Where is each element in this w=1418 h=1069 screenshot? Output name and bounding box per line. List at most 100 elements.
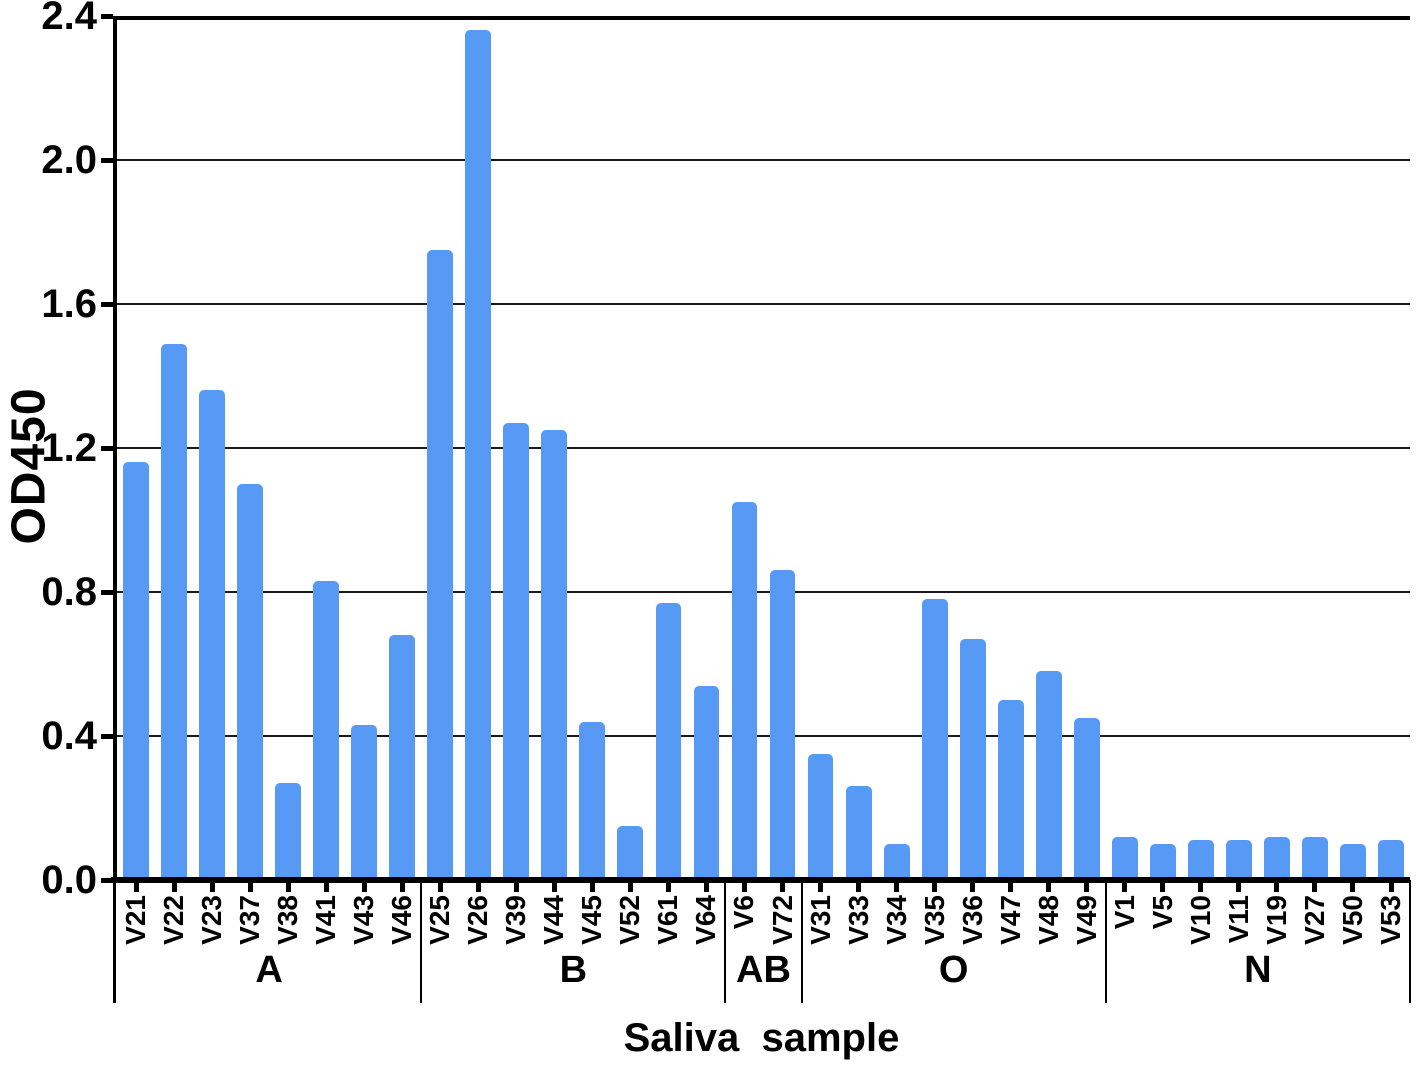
bar-cell	[802, 16, 840, 880]
x-tick-label: V19	[1260, 895, 1292, 945]
group-separator	[1104, 880, 1107, 1003]
x-tick-mark	[627, 883, 633, 892]
x-tick-label: V37	[234, 895, 266, 945]
label-cell: V52	[611, 883, 649, 1008]
bar-V35	[921, 599, 948, 880]
bar-cell	[269, 16, 307, 880]
bar-cell	[459, 16, 497, 880]
bar-cell	[1258, 16, 1296, 880]
label-cell: V10	[1182, 883, 1220, 1008]
x-tick-label: V49	[1070, 895, 1102, 945]
x-tick-mark	[1236, 883, 1242, 892]
x-tick-mark	[399, 883, 405, 892]
y-tick-mark	[101, 445, 113, 451]
label-cell: V50	[1334, 883, 1372, 1008]
x-tick-label: V11	[1222, 895, 1254, 944]
bar-V5	[1149, 844, 1176, 880]
label-cell: V19	[1258, 883, 1296, 1008]
bar-group-AB	[725, 16, 801, 880]
y-tick-mark	[101, 877, 113, 883]
bar-cell	[764, 16, 802, 880]
x-tick-label: V36	[956, 895, 988, 945]
bar-V46	[389, 635, 416, 880]
bar-cell	[1372, 16, 1410, 880]
bars-layer	[117, 16, 1410, 880]
x-tick-mark	[1122, 883, 1128, 892]
x-tick-label: V48	[1032, 895, 1064, 945]
label-cell: V39	[497, 883, 535, 1008]
bar-cell	[307, 16, 345, 880]
label-cell: V48	[1030, 883, 1068, 1008]
group-separator	[420, 880, 423, 1003]
bar-V48	[1035, 671, 1062, 880]
group-label-B: B	[559, 949, 588, 991]
bar-V53	[1378, 840, 1404, 880]
label-group-A: V21 V22 V23 V37 V38 V41 V43 V46 A	[113, 880, 423, 1008]
bar-V19	[1263, 836, 1290, 880]
x-tick-mark	[1274, 883, 1280, 892]
bar-V21	[123, 462, 149, 880]
bar-V72	[769, 570, 796, 880]
x-tick-mark	[856, 883, 862, 892]
bar-V33	[845, 786, 872, 880]
x-tick-mark	[780, 883, 786, 892]
gridline	[113, 591, 1410, 593]
x-tick-mark	[1388, 883, 1394, 892]
bar-cell	[1106, 16, 1144, 880]
bar-cell	[345, 16, 383, 880]
x-tick-mark	[285, 883, 291, 892]
x-axis-title: Saliva sample	[623, 1016, 900, 1060]
plot-area	[111, 16, 1410, 883]
bar-cell	[231, 16, 269, 880]
label-cell: V53	[1372, 883, 1410, 1008]
gridline	[113, 303, 1410, 305]
x-tick-mark	[703, 883, 709, 892]
label-cell: V35	[916, 883, 954, 1008]
group-separator	[1409, 880, 1411, 1003]
label-cell: V21	[117, 883, 155, 1008]
y-tick-mark	[101, 589, 113, 595]
y-tick-label: 1.6	[41, 282, 97, 326]
x-tick-mark	[247, 883, 253, 892]
x-tick-label: V25	[424, 895, 456, 945]
x-tick-label: V43	[348, 895, 380, 945]
x-axis-labels: V21 V22 V23 V37 V38 V41 V43 V46 A V25 V26 V39 V44 V45…	[113, 880, 1411, 1008]
label-cell: V5	[1144, 883, 1182, 1008]
x-tick-label: V41	[310, 895, 342, 945]
label-cell: V33	[840, 883, 878, 1008]
gridline	[113, 447, 1410, 449]
bar-cell	[155, 16, 193, 880]
bar-cell	[725, 16, 763, 880]
gridline	[113, 735, 1410, 737]
x-tick-label: V34	[880, 895, 912, 945]
x-tick-mark	[1198, 883, 1204, 892]
label-cell: V72	[764, 883, 802, 1008]
bar-cell	[840, 16, 878, 880]
bar-cell	[193, 16, 231, 880]
bar-V50	[1340, 844, 1366, 880]
label-cell: V11	[1220, 883, 1258, 1008]
group-label-N: N	[1244, 949, 1272, 991]
x-tick-label: V38	[272, 895, 304, 945]
x-tick-label: V35	[918, 895, 950, 945]
x-tick-mark	[1084, 883, 1090, 892]
label-group-O: V31 V33 V34 V35 V36 V47 V48 V49 O	[802, 880, 1107, 1008]
x-tick-label: V10	[1184, 895, 1216, 945]
y-tick-label: 2.4	[41, 0, 97, 38]
x-tick-label: V64	[690, 895, 722, 945]
label-cell: V34	[878, 883, 916, 1008]
bar-cell	[611, 16, 649, 880]
label-cell: V23	[193, 883, 231, 1008]
x-tick-label: V39	[500, 895, 532, 945]
bar-group-O	[802, 16, 1106, 880]
bar-cell	[992, 16, 1030, 880]
x-tick-mark	[932, 883, 938, 892]
bar-V11	[1225, 840, 1252, 880]
bar-cell	[421, 16, 459, 880]
bar-V45	[579, 721, 606, 880]
y-tick-label: 0.0	[41, 858, 97, 902]
bar-V10	[1187, 840, 1214, 880]
y-tick-mark	[101, 157, 113, 163]
label-cell: V22	[155, 883, 193, 1008]
label-cell: V25	[421, 883, 459, 1008]
